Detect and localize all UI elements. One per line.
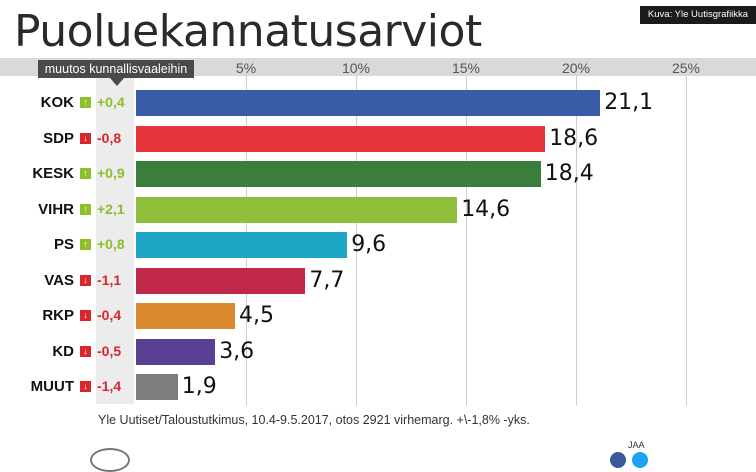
arrow-down-icon: ↓: [80, 132, 91, 144]
arrow-up-icon: ↑: [80, 97, 91, 108]
change-value: +0,4: [97, 94, 125, 110]
bar: [136, 125, 546, 152]
party-label: KD: [52, 342, 74, 360]
value-label: 7,7: [309, 267, 345, 293]
x-tick-label: 15%: [451, 60, 481, 76]
change-value: -0,4: [97, 307, 122, 323]
arrow-up-icon: ↑: [80, 203, 91, 215]
bar: [136, 232, 348, 258]
arrow-up-icon: ↑: [80, 239, 91, 250]
arrow-down-icon: ↓: [80, 381, 91, 392]
change-header: muutos kunnallisvaaleihin: [38, 60, 194, 78]
gridline: [686, 76, 687, 406]
share-label: JAA: [628, 440, 645, 450]
facebook-share-icon[interactable]: [610, 452, 626, 468]
value-label: 18,4: [544, 161, 594, 186]
x-tick-label: 5%: [235, 60, 257, 76]
gridline: [576, 76, 577, 406]
bar: [136, 374, 178, 400]
value-label: 3,6: [219, 338, 255, 364]
party-label: VAS: [44, 271, 74, 289]
value-label: 14,6: [461, 196, 511, 222]
change-header-pointer: [110, 78, 124, 86]
gridline: [356, 76, 357, 406]
bar: [136, 161, 541, 187]
bar: [136, 90, 601, 116]
image-credit: Kuva: Yle Uutisgrafiikka: [640, 6, 756, 24]
value-label: 21,1: [604, 90, 654, 115]
change-value: +0,8: [97, 236, 125, 252]
source-note: Yle Uutiset/Taloustutkimus, 10.4-9.5.201…: [98, 413, 530, 427]
bar: [136, 303, 235, 329]
change-value: +2,1: [97, 200, 125, 217]
arrow-down-icon: ↓: [80, 310, 91, 321]
twitter-share-icon[interactable]: [632, 452, 648, 468]
gridline: [466, 76, 467, 406]
party-label: RKP: [42, 307, 74, 324]
change-value: -1,1: [97, 271, 122, 288]
chart-title: Puoluekannatusarviot: [14, 6, 482, 57]
value-label: 18,6: [549, 125, 599, 151]
change-value: -0,8: [97, 129, 122, 146]
x-tick-label: 10%: [341, 60, 371, 76]
change-value: +0,9: [97, 165, 125, 181]
arrow-down-icon: ↓: [80, 274, 91, 286]
arrow-up-icon: ↑: [80, 168, 91, 179]
x-tick-label: 25%: [671, 60, 701, 76]
party-label: MUUT: [30, 378, 74, 395]
change-value: -1,4: [97, 378, 122, 394]
party-label: KOK: [40, 94, 74, 111]
bar: [136, 196, 458, 223]
bar: [136, 338, 216, 365]
value-label: 9,6: [351, 232, 387, 257]
value-label: 1,9: [181, 374, 217, 399]
change-column: [96, 78, 134, 404]
yle-logo: [90, 448, 130, 472]
party-label: VIHR: [38, 200, 74, 218]
change-value: -0,5: [97, 342, 122, 359]
party-label: SDP: [43, 129, 74, 147]
bar: [136, 267, 306, 294]
party-label: KESK: [32, 165, 74, 182]
x-tick-label: 20%: [561, 60, 591, 76]
value-label: 4,5: [239, 303, 274, 328]
party-label: PS: [53, 236, 74, 253]
arrow-down-icon: ↓: [80, 345, 91, 357]
